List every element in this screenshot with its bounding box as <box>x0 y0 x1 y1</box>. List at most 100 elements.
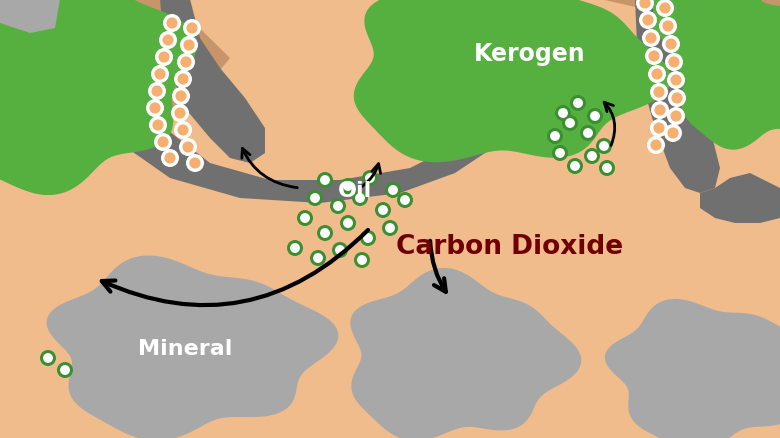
Circle shape <box>665 39 676 50</box>
Polygon shape <box>47 256 339 438</box>
Circle shape <box>177 74 189 85</box>
Circle shape <box>179 139 197 157</box>
Circle shape <box>158 52 169 64</box>
Circle shape <box>177 125 189 136</box>
Circle shape <box>375 202 391 219</box>
Circle shape <box>651 140 661 151</box>
Circle shape <box>397 193 413 208</box>
Polygon shape <box>0 0 60 34</box>
Text: Kerogen: Kerogen <box>474 42 586 66</box>
Circle shape <box>651 102 669 120</box>
Circle shape <box>565 119 575 129</box>
Polygon shape <box>350 268 581 438</box>
Circle shape <box>313 254 323 263</box>
Circle shape <box>671 75 682 86</box>
Circle shape <box>340 179 356 194</box>
Circle shape <box>149 117 167 135</box>
Circle shape <box>163 15 181 33</box>
Circle shape <box>162 35 174 46</box>
Polygon shape <box>160 0 265 164</box>
Circle shape <box>287 240 303 256</box>
Circle shape <box>667 72 685 90</box>
Circle shape <box>599 161 615 177</box>
Circle shape <box>360 230 376 247</box>
Circle shape <box>659 4 671 14</box>
Circle shape <box>152 120 164 131</box>
Circle shape <box>587 109 603 125</box>
Circle shape <box>343 182 353 191</box>
Circle shape <box>667 108 685 126</box>
Circle shape <box>333 201 343 212</box>
Circle shape <box>154 69 165 81</box>
Circle shape <box>648 51 660 63</box>
Circle shape <box>651 69 662 81</box>
Circle shape <box>317 173 333 189</box>
Circle shape <box>177 54 195 72</box>
Circle shape <box>388 186 398 195</box>
Text: Oil: Oil <box>338 180 372 201</box>
Polygon shape <box>0 0 230 144</box>
Circle shape <box>654 105 665 117</box>
Circle shape <box>584 148 600 165</box>
Circle shape <box>290 244 300 253</box>
Circle shape <box>647 137 665 155</box>
Circle shape <box>599 142 609 152</box>
Circle shape <box>186 23 197 35</box>
Circle shape <box>297 211 313 226</box>
Circle shape <box>340 215 356 231</box>
Circle shape <box>363 233 373 244</box>
Circle shape <box>354 252 370 268</box>
Circle shape <box>171 105 189 123</box>
Circle shape <box>357 255 367 265</box>
Circle shape <box>186 155 204 173</box>
Circle shape <box>165 153 176 164</box>
Circle shape <box>665 54 683 72</box>
Circle shape <box>400 196 410 205</box>
Circle shape <box>642 30 660 48</box>
Circle shape <box>352 191 368 207</box>
Polygon shape <box>600 0 780 129</box>
Circle shape <box>664 125 682 143</box>
Circle shape <box>573 99 583 109</box>
Circle shape <box>335 245 345 255</box>
Circle shape <box>183 20 201 38</box>
Circle shape <box>151 66 169 84</box>
Circle shape <box>150 103 161 114</box>
Circle shape <box>385 183 401 198</box>
Polygon shape <box>668 0 780 150</box>
Polygon shape <box>646 0 763 51</box>
Circle shape <box>668 90 686 108</box>
Circle shape <box>550 132 560 141</box>
Circle shape <box>552 146 568 162</box>
Circle shape <box>300 214 310 223</box>
Circle shape <box>555 106 571 122</box>
Circle shape <box>580 126 596 141</box>
Circle shape <box>640 0 651 10</box>
Circle shape <box>562 116 578 132</box>
Circle shape <box>668 128 679 139</box>
Polygon shape <box>50 0 555 204</box>
Circle shape <box>672 93 682 104</box>
Circle shape <box>355 194 365 204</box>
Circle shape <box>60 365 70 375</box>
Circle shape <box>382 220 398 237</box>
Circle shape <box>158 137 168 148</box>
Circle shape <box>57 362 73 378</box>
Circle shape <box>146 100 164 118</box>
Circle shape <box>148 83 166 101</box>
Circle shape <box>362 171 378 187</box>
Circle shape <box>180 37 198 55</box>
Circle shape <box>650 120 668 138</box>
Circle shape <box>365 173 375 184</box>
Circle shape <box>174 71 192 89</box>
Circle shape <box>307 191 323 207</box>
Circle shape <box>310 251 326 266</box>
Circle shape <box>558 109 568 119</box>
Circle shape <box>636 0 654 13</box>
Circle shape <box>656 0 674 18</box>
Circle shape <box>648 66 666 84</box>
Circle shape <box>175 108 186 119</box>
Circle shape <box>662 21 674 32</box>
Circle shape <box>43 353 53 363</box>
Circle shape <box>343 219 353 229</box>
